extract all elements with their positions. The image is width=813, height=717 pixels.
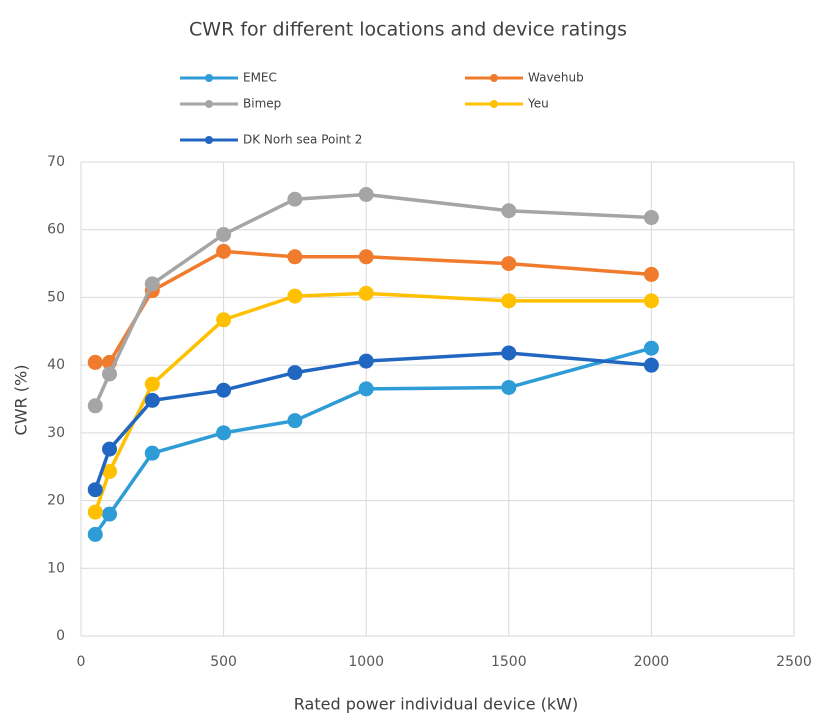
y-tick-label: 30 [47, 425, 65, 441]
data-point [87, 482, 103, 498]
data-point [287, 191, 303, 207]
legend-marker [490, 100, 498, 108]
series-line [95, 249, 652, 365]
data-point [501, 345, 517, 361]
x-tick-label: 500 [210, 654, 237, 670]
x-tick-label: 2500 [776, 654, 812, 670]
data-point [144, 276, 160, 292]
x-tick-label: 2000 [634, 654, 670, 670]
data-point [643, 293, 659, 309]
data-point [216, 312, 232, 328]
data-point [358, 381, 374, 397]
series-line [93, 346, 652, 536]
data-point [643, 340, 659, 356]
legend-marker [205, 136, 213, 144]
legend-label: EMEC [243, 71, 277, 85]
legend-label: Wavehub [528, 71, 584, 85]
y-tick-label: 50 [47, 289, 65, 305]
series-line [93, 351, 652, 491]
data-point [643, 210, 659, 226]
y-tick-label: 20 [47, 493, 65, 509]
data-point [287, 413, 303, 429]
data-point [87, 398, 103, 414]
series-line [93, 291, 652, 513]
legend-marker [205, 100, 213, 108]
data-point [144, 445, 160, 461]
data-point [501, 379, 517, 395]
data-point [102, 506, 118, 522]
data-point [287, 288, 303, 304]
data-point [287, 365, 303, 381]
y-tick-label: 10 [47, 560, 65, 576]
data-point [87, 526, 103, 542]
data-point [216, 226, 232, 242]
data-point [216, 425, 232, 441]
chart-title: CWR for different locations and device r… [189, 19, 627, 41]
x-tick-label: 0 [77, 654, 86, 670]
data-point [358, 285, 374, 301]
data-point [501, 256, 517, 272]
legend-label: Bimep [243, 97, 281, 111]
data-point [87, 354, 103, 370]
data-point [102, 366, 118, 382]
data-point [102, 463, 118, 479]
data-point [643, 266, 659, 282]
data-point [358, 249, 374, 265]
y-tick-label: 0 [56, 628, 65, 644]
legend-marker [490, 74, 498, 82]
x-tick-label: 1000 [348, 654, 384, 670]
data-point [501, 203, 517, 219]
x-tick-label: 1500 [491, 654, 527, 670]
x-axis-label: Rated power individual device (kW) [294, 695, 578, 714]
legend-marker [205, 74, 213, 82]
data-point [144, 392, 160, 408]
data-point [216, 382, 232, 398]
legend-label: Yeu [527, 97, 549, 111]
y-tick-label: 70 [47, 154, 65, 170]
data-point [216, 243, 232, 259]
data-point [144, 376, 160, 392]
y-tick-label: 40 [47, 357, 65, 373]
data-point [501, 293, 517, 309]
series-line [93, 192, 652, 407]
legend-label: DK Norh sea Point 2 [243, 133, 362, 147]
data-point [358, 187, 374, 203]
y-tick-label: 60 [47, 222, 65, 238]
data-point [87, 504, 103, 520]
data-point [358, 353, 374, 369]
y-axis-label: CWR (%) [12, 365, 31, 436]
data-point [643, 357, 659, 373]
data-point [102, 441, 118, 457]
data-point [287, 249, 303, 265]
